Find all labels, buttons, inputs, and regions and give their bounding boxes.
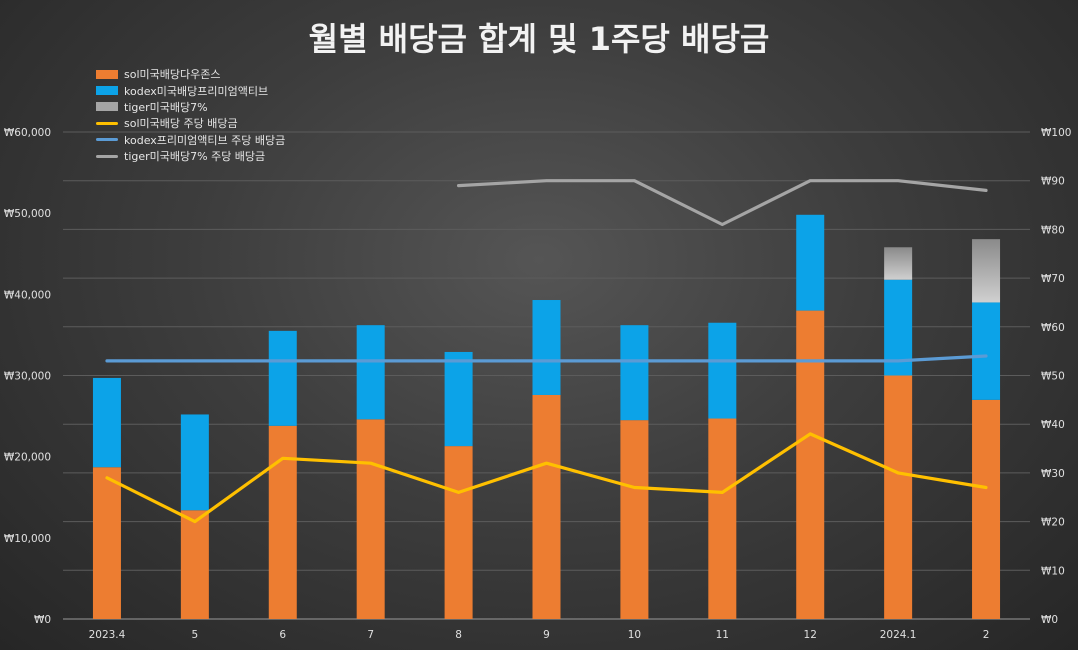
- bar-segment: [356, 325, 385, 420]
- y-left-tick-label: ₩20,000: [4, 452, 51, 464]
- y-right-tick-label: ₩10: [1041, 565, 1065, 577]
- bar-segment: [356, 419, 385, 619]
- x-tick-label: 12: [804, 629, 817, 641]
- series-line: [105, 354, 988, 363]
- legend-swatch: [96, 154, 118, 158]
- legend-item: kodex프리미엄액티브 주당 배당금: [96, 132, 285, 148]
- legend-swatch: [96, 138, 118, 142]
- legend-swatch: [96, 69, 118, 79]
- legend-label: sol미국배당다우존스: [124, 68, 221, 82]
- bar-segment: [92, 377, 121, 468]
- bar-segment: [268, 330, 297, 426]
- y-left-tick-label: ₩60,000: [4, 127, 51, 139]
- y-right-tick-label: ₩30: [1041, 468, 1065, 480]
- bar-segment: [532, 300, 561, 395]
- y-left-tick-label: ₩30,000: [4, 371, 51, 383]
- bar-segment: [972, 302, 1001, 400]
- bar-segment: [532, 394, 561, 619]
- bar-segment: [620, 325, 649, 421]
- y-right-tick-label: ₩40: [1041, 419, 1065, 431]
- x-tick-label: 8: [455, 629, 462, 641]
- bar-segment: [180, 510, 209, 619]
- x-tick-label: 5: [192, 629, 199, 641]
- x-tick-label: 7: [367, 629, 374, 641]
- bar-segment: [708, 322, 737, 419]
- axes: ₩0 ₩10,000 ₩20,000 ₩30,000 ₩40,000 ₩50,000 ₩60…: [4, 127, 1072, 641]
- x-tick-label: 11: [716, 629, 729, 641]
- bar-segment: [884, 247, 913, 280]
- bar-segment: [796, 310, 825, 619]
- bar-segment: [620, 420, 649, 619]
- bar-segment: [884, 375, 913, 619]
- y-right-tick-label: ₩20: [1041, 517, 1065, 529]
- x-tick-label: 2024.1: [880, 629, 917, 641]
- y-right-tick-label: ₩100: [1041, 127, 1071, 139]
- y-right-tick-label: ₩60: [1041, 322, 1065, 334]
- bar-segment: [796, 214, 825, 311]
- legend-swatch: [96, 121, 118, 125]
- legend-swatch: [96, 102, 118, 112]
- bar-segment: [708, 418, 737, 619]
- x-tick-label: 2: [983, 629, 990, 641]
- bar-segment: [972, 239, 1001, 303]
- x-tick-label: 10: [628, 629, 641, 641]
- legend-item: kodex미국배당프리미엄액티브: [96, 82, 285, 98]
- bar-segment: [444, 351, 473, 447]
- y-left-tick-label: ₩40,000: [4, 289, 51, 301]
- legend-label: sol미국배당 주당 배당금: [124, 117, 238, 131]
- chart-title: 월별 배당금 합계 및 1주당 배당금: [308, 20, 770, 58]
- legend-item: tiger미국배당7%: [96, 99, 285, 115]
- bar-series: [92, 214, 1001, 619]
- y-left-tick-label: ₩0: [34, 614, 51, 626]
- legend-item: tiger미국배당7% 주당 배당금: [96, 148, 285, 164]
- x-tick-label: 9: [543, 629, 550, 641]
- bar-segment: [180, 414, 209, 511]
- x-tick-label: 2023.4: [89, 629, 126, 641]
- series-line: [105, 432, 988, 524]
- series-line: [457, 179, 988, 227]
- y-right-tick-label: ₩0: [1041, 614, 1058, 626]
- line-series: [105, 179, 988, 524]
- x-tick-label: 6: [279, 629, 286, 641]
- y-left-tick-label: ₩50,000: [4, 208, 51, 220]
- y-left-tick-label: ₩10,000: [4, 533, 51, 545]
- y-right-tick-label: ₩50: [1041, 371, 1065, 383]
- legend-item: sol미국배당다우존스: [96, 66, 285, 82]
- legend: sol미국배당다우존스 kodex미국배당프리미엄액티브 tiger미국배당7% so…: [96, 66, 285, 164]
- bar-segment: [972, 399, 1001, 619]
- legend-label: tiger미국배당7% 주당 배당금: [124, 150, 266, 164]
- legend-swatch: [96, 86, 118, 96]
- y-right-tick-label: ₩80: [1041, 224, 1065, 236]
- legend-label: tiger미국배당7%: [124, 100, 208, 114]
- bar-segment: [92, 467, 121, 619]
- bar-segment: [268, 425, 297, 619]
- y-right-tick-label: ₩90: [1041, 176, 1065, 188]
- y-right-tick-label: ₩70: [1041, 273, 1065, 285]
- legend-label: kodex미국배당프리미엄액티브: [124, 84, 269, 98]
- legend-item: sol미국배당 주당 배당금: [96, 115, 285, 131]
- bar-segment: [444, 446, 473, 619]
- legend-label: kodex프리미엄액티브 주당 배당금: [124, 133, 286, 147]
